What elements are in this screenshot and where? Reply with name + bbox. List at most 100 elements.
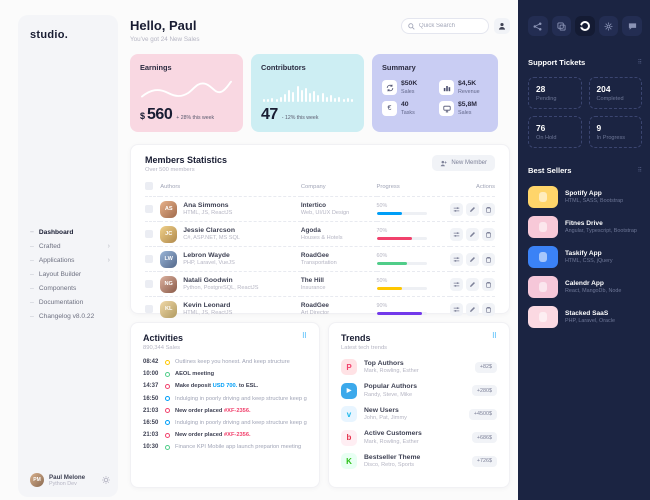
trend-name[interactable]: Active Customers <box>364 430 422 438</box>
summary-label: Tasks <box>401 109 415 116</box>
list-item[interactable]: Stacked SaaS PHP, Laravel, Oracle <box>528 306 642 328</box>
seller-thumbnail <box>528 276 558 298</box>
stat-label: Completed <box>596 96 624 102</box>
trend-name[interactable]: Bestseller Theme <box>364 453 421 461</box>
seller-thumbnail <box>528 216 558 238</box>
sidebar-item-crafted[interactable]: – Crafted › <box>30 243 118 250</box>
avatar: LW <box>160 250 178 268</box>
chevron-right-icon: › <box>107 257 110 264</box>
row-checkbox[interactable] <box>145 230 153 238</box>
switch-button[interactable] <box>450 227 463 241</box>
earnings-sparkline <box>141 80 232 98</box>
delete-button[interactable] <box>482 252 495 266</box>
sidebar-item-changelog[interactable]: – Changelog v8.0.22 <box>30 313 118 320</box>
select-all-checkbox[interactable] <box>145 182 153 190</box>
timeline-link[interactable]: #XF-2356. <box>224 407 251 414</box>
person-icon <box>498 22 506 30</box>
activities-panel: Activities 890,344 Sales ⠿ 08:42 Outline… <box>130 322 320 488</box>
delete-button[interactable] <box>482 202 495 216</box>
chat-button[interactable] <box>622 16 642 36</box>
edit-button[interactable] <box>466 277 479 291</box>
status-dot-icon <box>165 396 170 402</box>
timeline-time: 16:50 <box>143 395 159 402</box>
list-item[interactable]: Fitnes Drive Angular, Typescript, Bootst… <box>528 216 642 238</box>
seller-stack: HTML, SASS, Bootstrap <box>565 198 624 205</box>
studio-logo-button[interactable] <box>575 16 595 36</box>
ticket-stat-completed[interactable]: 204 Completed <box>588 77 642 109</box>
switch-button[interactable] <box>450 252 463 266</box>
author-skills: C#, ASP.NET, MS SQL <box>183 235 240 242</box>
menu-dots-icon[interactable]: ⠿ <box>637 60 642 66</box>
author-name[interactable]: Lebron Wayde <box>183 251 230 259</box>
ticket-stat-inprogress[interactable]: 9 In Progress <box>588 116 642 148</box>
row-checkbox[interactable] <box>145 305 153 313</box>
sidebar-item-applications[interactable]: – Applications › <box>30 257 118 264</box>
trend-badge: +726$ <box>471 455 497 467</box>
search-box[interactable] <box>401 18 489 34</box>
trend-name[interactable]: New Users <box>364 406 399 414</box>
progress-bar <box>376 311 427 315</box>
stat-label: Pending <box>536 96 557 102</box>
menu-dots-icon[interactable]: ⠿ <box>637 168 642 174</box>
new-member-button[interactable]: New Member <box>432 155 495 171</box>
earnings-card[interactable]: Earnings $ 560 + 28% this week <box>130 54 243 132</box>
delete-button[interactable] <box>482 302 495 316</box>
list-item: P Top Authors Mark, Rowling, Esther +82$ <box>341 359 497 375</box>
search-input[interactable] <box>419 23 482 29</box>
row-checkbox[interactable] <box>145 255 153 263</box>
page-subtitle: You've got 24 New Sales <box>130 36 200 43</box>
progress-label: 50% <box>376 203 388 210</box>
author-name[interactable]: Kevin Leonard <box>183 301 231 309</box>
row-checkbox[interactable] <box>145 280 153 288</box>
layout-button[interactable] <box>551 16 572 36</box>
switch-button[interactable] <box>450 277 463 291</box>
timeline-link[interactable]: USD 700. <box>212 383 238 390</box>
list-item[interactable]: Taskify App HTML, CSS, jQuery <box>528 246 642 268</box>
timeline-link[interactable]: #XF-2356. <box>224 432 251 439</box>
row-checkbox[interactable] <box>145 205 153 213</box>
gear-icon[interactable] <box>102 476 110 484</box>
author-name[interactable]: Natali Goodwin <box>183 276 233 284</box>
sidebar-item-components[interactable]: – Components <box>30 285 118 292</box>
progress-label: 90% <box>376 303 388 310</box>
author-name[interactable]: Jessie Clarcson <box>183 226 235 234</box>
timeline-text: Indulging in poorly driving and keep str… <box>175 419 307 426</box>
ticket-stat-onhold[interactable]: 76 On Hold <box>528 116 582 148</box>
status-dot-icon <box>165 408 170 414</box>
edit-button[interactable] <box>466 302 479 316</box>
author-name[interactable]: Ana Simmons <box>183 201 229 209</box>
delete-button[interactable] <box>482 277 495 291</box>
trend-name[interactable]: Popular Authors <box>364 383 417 391</box>
company-name: Agoda <box>300 226 321 234</box>
edit-button[interactable] <box>466 202 479 216</box>
menu-dots-icon[interactable]: ⠿ <box>491 333 497 340</box>
members-table: Authors Company Progress Actions AS Ana … <box>145 179 495 321</box>
nav-label: Applications <box>38 257 75 264</box>
trend-name[interactable]: Top Authors <box>364 359 404 367</box>
settings-button[interactable] <box>598 16 619 36</box>
menu-dots-icon[interactable]: ⠿ <box>301 333 307 340</box>
share-button[interactable] <box>528 16 548 36</box>
members-statistics-panel: Members Statistics Over 500 members New … <box>130 144 510 318</box>
status-dot-icon <box>165 432 170 438</box>
summary-item-tasks: € 40 Tasks <box>382 101 431 116</box>
sidebar-item-documentation[interactable]: – Documentation <box>30 299 118 306</box>
switch-button[interactable] <box>450 202 463 216</box>
trend-badge: +82$ <box>474 361 497 373</box>
edit-button[interactable] <box>466 252 479 266</box>
sidebar-item-dashboard[interactable]: – Dashboard <box>30 229 118 236</box>
user-profile[interactable]: PM Paul Melone Python Dev <box>30 473 118 487</box>
list-item[interactable]: Spotify App HTML, SASS, Bootstrap <box>528 186 642 208</box>
user-menu-button[interactable] <box>494 18 510 34</box>
list-item[interactable]: Calendr App React, MangoDb, Node <box>528 276 642 298</box>
sidebar-item-layout-builder[interactable]: – Layout Builder <box>30 271 118 278</box>
contributors-card[interactable]: Contributors 47 - 12% this week <box>251 54 364 132</box>
delete-button[interactable] <box>482 227 495 241</box>
edit-button[interactable] <box>466 227 479 241</box>
ticket-stat-pending[interactable]: 28 Pending <box>528 77 582 109</box>
contributors-value: 47 <box>261 106 278 123</box>
switch-button[interactable] <box>450 302 463 316</box>
summary-card[interactable]: Summary $50K Sales $4,5K Revenue <box>372 54 498 132</box>
trend-badge: +280$ <box>471 385 497 396</box>
author-skills: HTML, JS, ReactJS <box>183 310 233 317</box>
